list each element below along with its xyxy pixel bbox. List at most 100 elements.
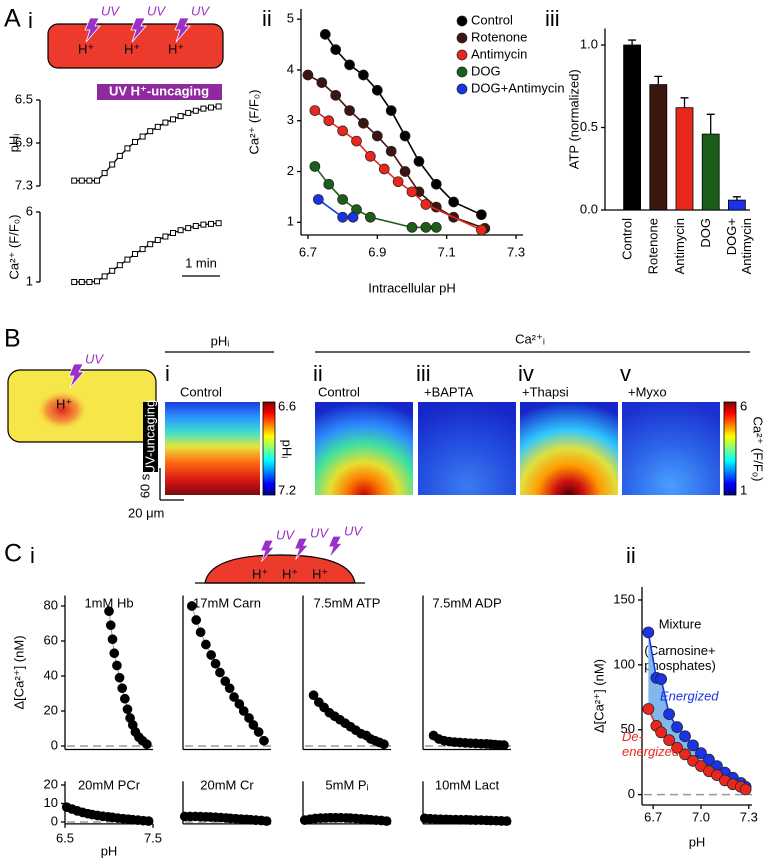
uv-label: UV	[344, 523, 363, 538]
glow	[36, 390, 88, 430]
bar	[675, 107, 694, 211]
x-axis-label: pH	[689, 834, 706, 849]
image-label: +Myxo	[628, 384, 667, 399]
point	[379, 739, 389, 750]
point	[309, 161, 321, 172]
point	[200, 105, 207, 112]
point	[642, 626, 655, 639]
chart-title: Mixture	[659, 616, 702, 631]
chart-title: 1mM Hb	[84, 595, 133, 610]
point	[337, 125, 348, 137]
point	[420, 222, 432, 233]
heatmap	[165, 402, 260, 495]
sub-label: ii	[313, 361, 323, 386]
point	[78, 177, 85, 184]
point	[330, 44, 342, 55]
point	[476, 224, 487, 236]
chart-title: 7.5mM ADP	[432, 595, 501, 610]
point	[114, 672, 125, 683]
point	[385, 105, 397, 116]
point	[392, 176, 404, 188]
x-tick-label: Rotenone	[646, 218, 661, 274]
point	[177, 227, 184, 234]
uv-bolt	[328, 535, 343, 558]
x-tick-label: 7.1	[438, 244, 456, 259]
point	[316, 77, 328, 88]
point	[302, 69, 314, 81]
point	[499, 740, 509, 750]
colorbar	[262, 401, 276, 496]
point	[147, 128, 154, 135]
point	[220, 676, 231, 687]
point	[154, 237, 161, 243]
bar	[649, 84, 668, 211]
uncaging-label: UV H⁺-uncaging	[109, 83, 209, 98]
y-axis-label: Ca²⁺ (F/F₀)	[246, 90, 261, 155]
proton-label: H⁺	[312, 566, 328, 581]
chart-title: 17mM Carn	[193, 595, 261, 610]
uv-label: UV	[85, 351, 104, 366]
point	[101, 273, 108, 280]
chart-title: 5mM Pᵢ	[325, 777, 368, 792]
colorbar	[723, 401, 737, 496]
y-axis-label: Δ[Ca²⁺] (nM)	[11, 635, 26, 709]
chart-title: 20mM Cr	[200, 777, 254, 792]
image-label: Control	[318, 384, 360, 399]
y-tick-label: 100	[613, 656, 635, 671]
point	[94, 278, 100, 285]
bar	[728, 199, 746, 211]
point	[679, 748, 691, 761]
x-tick-label: 6.7	[644, 809, 662, 824]
sub-label: v	[620, 361, 631, 386]
y-tick-label: 80	[44, 597, 58, 612]
point	[109, 161, 116, 168]
legend-label: Control	[471, 12, 513, 27]
error-bar	[732, 196, 741, 201]
point	[112, 660, 122, 671]
y-tick-label: 0	[51, 737, 58, 752]
heatmap	[418, 402, 516, 495]
point	[695, 747, 707, 759]
point	[170, 116, 176, 123]
point	[107, 634, 118, 645]
point	[141, 739, 152, 750]
image-label: Control	[180, 384, 222, 399]
droplet	[204, 554, 356, 584]
point	[655, 673, 667, 685]
point	[309, 105, 321, 116]
legend-label: DOG+Antimycin	[471, 80, 565, 95]
legend-marker	[456, 66, 468, 78]
time-scale-label: 60 s	[137, 473, 152, 498]
point	[185, 109, 192, 116]
sub-label: i	[28, 8, 33, 33]
x-tick-label: DOG+Antimycin	[724, 218, 754, 274]
point	[259, 735, 269, 746]
y-axis-label: Δ[Ca²⁺] (nM)	[591, 659, 606, 733]
panel-label: C	[4, 540, 22, 568]
x-tick-label: Control	[620, 218, 635, 260]
point	[200, 221, 207, 228]
point	[105, 620, 116, 631]
y-tick-label: 0.5	[580, 119, 598, 134]
point	[663, 734, 675, 746]
point	[208, 104, 214, 111]
point	[185, 225, 192, 232]
point	[330, 89, 342, 101]
point	[655, 726, 667, 739]
point	[208, 220, 214, 227]
point	[116, 262, 123, 269]
point	[132, 138, 138, 145]
y-axis-label: Ca²⁺ (F/F₀)	[6, 215, 21, 280]
point	[109, 267, 116, 274]
x-axis-label: pH	[101, 843, 118, 858]
point	[365, 211, 376, 223]
point	[215, 667, 225, 678]
sub-label: i	[30, 543, 35, 568]
proton-label: H⁺	[56, 396, 72, 411]
point	[139, 246, 146, 253]
series-label: De-energized	[622, 729, 680, 759]
x-axis-label: Intracellular pH	[368, 280, 455, 295]
point	[358, 69, 369, 81]
point	[238, 706, 249, 716]
point	[201, 639, 211, 650]
